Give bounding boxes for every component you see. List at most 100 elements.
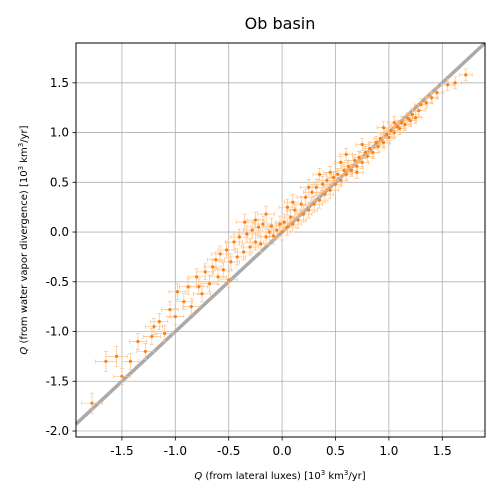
data-point [321,182,325,186]
data-point [360,160,364,164]
data-point [307,208,311,212]
grid [76,43,485,437]
y-axis-label-main: (from water vapor divergence) [10 [19,170,30,346]
data-point [389,128,393,133]
data-points [90,73,468,405]
data-point [243,220,247,224]
data-point [289,215,293,219]
data-point [325,178,329,182]
data-point [376,144,380,149]
x-tick-label: 0.0 [273,444,292,458]
data-point [216,275,220,279]
data-point [413,116,418,120]
data-point [371,150,375,155]
data-point [328,170,332,174]
data-point [291,222,295,226]
chart-title: Ob basin [245,14,316,33]
y-tick-label: -0.5 [46,275,69,289]
data-point [175,290,180,294]
x-tick-label: 0.5 [326,444,345,458]
data-point [435,91,439,95]
data-point [257,225,261,229]
data-point [403,122,407,127]
data-point [301,212,306,216]
data-point [189,305,193,309]
data-point [203,270,207,274]
x-tick-label: -0.5 [217,444,240,458]
data-point [323,192,327,196]
data-point [275,228,279,232]
data-point [307,185,311,189]
data-point [250,228,254,232]
data-point [168,308,172,312]
data-point [387,135,391,140]
data-point [293,208,297,212]
data-point [312,202,316,206]
errorbar [251,235,270,253]
data-point [280,230,284,234]
data-point [453,81,457,85]
data-point [430,96,434,100]
data-point [339,178,343,182]
data-point [406,117,410,121]
y-tick-label: 1.5 [50,76,69,90]
x-axis-label-main: (from lateral luxes) [10 [202,471,321,482]
data-point [253,240,258,244]
y-tick-label: 0.5 [50,175,69,189]
y-tick-label: -2.0 [46,424,69,438]
data-point [229,260,233,264]
data-point [344,152,348,157]
y-axis-label: Q (from water vapor divergence) [103 km3… [17,125,30,354]
x-axis-label-end: /yr] [348,471,365,482]
y-axis-label-end: /yr] [19,125,30,142]
data-point [331,175,335,179]
data-point [446,83,450,87]
data-point [267,230,271,234]
data-point [344,172,348,176]
data-point [381,125,386,130]
x-axis-label-sup2: 3 [344,469,348,477]
y-axis-label-italic: Q [19,347,30,355]
errorbars [80,68,473,414]
y-tick-label: 1.0 [50,126,69,140]
x-axis-label-italic: Q [194,471,202,482]
data-point [317,172,322,176]
data-point [360,142,364,147]
data-point [385,132,389,137]
data-point [128,359,133,363]
data-point [242,250,246,254]
data-point [299,202,303,206]
data-point [271,234,276,238]
data-point [328,188,332,192]
y-tick-label: 0.0 [50,225,69,239]
data-point [104,359,108,363]
data-point [346,164,350,168]
data-point [285,225,290,229]
data-point [310,190,314,194]
y-tick-label: -1.0 [46,325,69,339]
reference-line-layer [74,41,487,426]
data-point [143,349,148,354]
data-point [214,258,218,262]
x-axis-label: Q (from lateral luxes) [103 km3/yr] [194,469,365,482]
y-axis-label-sup: 3 [17,166,25,170]
data-point [136,339,140,344]
data-point [150,334,154,339]
data-point [282,220,286,224]
x-axis-label-tail: km [325,471,344,482]
data-point [392,130,396,135]
data-point [218,252,222,256]
data-point [314,185,318,189]
data-point [400,120,404,125]
data-point [120,374,124,378]
data-point [261,222,265,226]
data-point [378,136,382,141]
data-point [368,146,372,151]
data-point [237,235,241,239]
data-point [173,315,177,319]
x-tick-label: -1.0 [164,444,187,458]
data-point [197,285,201,289]
data-point [221,268,225,272]
